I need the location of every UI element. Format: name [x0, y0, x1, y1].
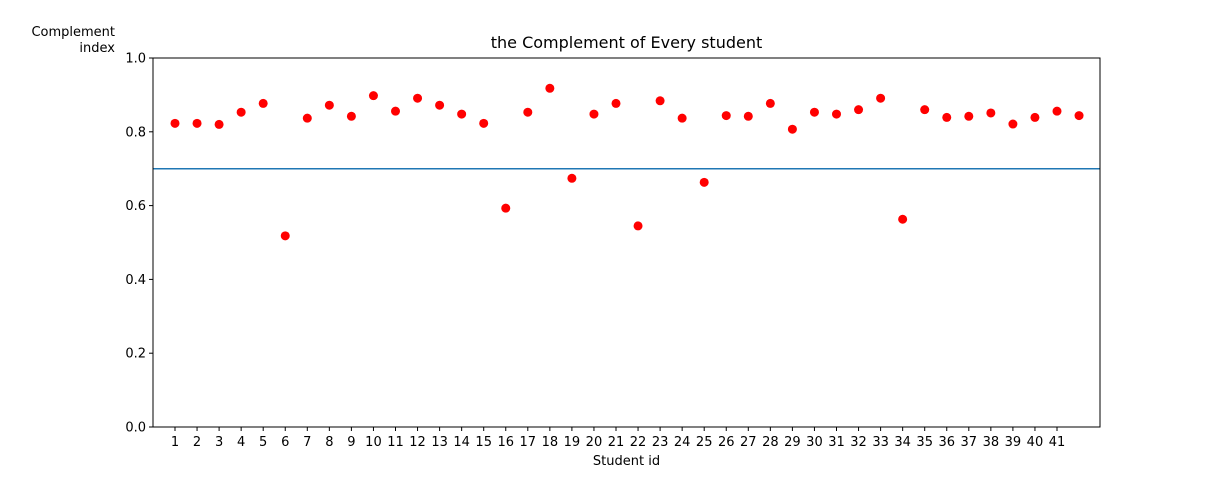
x-tick-label: 15	[475, 435, 492, 450]
x-tick-label: 21	[608, 435, 625, 450]
x-tick-label: 9	[347, 435, 355, 450]
data-point	[170, 118, 180, 128]
x-tick-label: 1	[171, 435, 179, 450]
x-tick-label: 5	[259, 435, 267, 450]
x-tick-label: 7	[303, 435, 311, 450]
data-point	[832, 109, 841, 119]
x-tick-label: 39	[1005, 435, 1022, 450]
x-axis-label: Student id	[592, 454, 661, 469]
data-point	[765, 98, 775, 108]
data-point	[655, 96, 665, 106]
data-point	[677, 113, 687, 123]
data-point	[523, 107, 533, 117]
x-tick-label: 33	[872, 435, 889, 450]
data-point	[633, 221, 643, 231]
data-point	[611, 98, 621, 108]
data-point	[1030, 112, 1040, 122]
x-tick-label: 2	[193, 435, 201, 450]
x-tick-label: 34	[894, 435, 911, 450]
x-tick-label: 32	[850, 435, 867, 450]
x-tick-label: 40	[1027, 435, 1044, 450]
data-point	[324, 100, 334, 110]
data-point	[435, 100, 445, 110]
data-point	[1052, 106, 1062, 116]
data-point	[280, 231, 290, 241]
data-point	[876, 93, 886, 103]
data-point	[236, 107, 246, 117]
x-tick-label: 26	[718, 435, 735, 450]
data-point	[809, 107, 819, 117]
data-point	[258, 98, 268, 108]
data-point	[854, 105, 864, 115]
data-point	[192, 118, 202, 128]
x-tick-label: 29	[784, 435, 801, 450]
x-tick-label: 18	[542, 435, 559, 450]
y-tick-label: 0.0	[125, 421, 146, 436]
data-point	[699, 177, 709, 187]
data-point	[589, 109, 599, 119]
data-point	[302, 113, 312, 123]
x-tick-label: 27	[740, 435, 757, 450]
x-tick-label: 23	[652, 435, 669, 450]
y-axis-label-line2: index	[79, 41, 115, 56]
x-tick-label: 11	[387, 435, 404, 450]
x-tick-label: 25	[696, 435, 713, 450]
x-tick-label: 37	[961, 435, 978, 450]
data-point	[942, 112, 952, 122]
x-tick-label: 10	[365, 435, 382, 450]
x-tick-label: 8	[325, 435, 333, 450]
data-point	[368, 91, 378, 101]
data-point	[391, 106, 400, 116]
data-point	[545, 83, 555, 93]
data-point	[920, 105, 930, 115]
data-point	[567, 173, 577, 183]
y-tick-label: 0.6	[125, 199, 146, 214]
y-tick-label: 0.4	[125, 273, 146, 288]
data-point	[743, 111, 753, 121]
data-point	[214, 119, 224, 129]
data-points	[153, 83, 1100, 241]
x-tick-label: 35	[916, 435, 933, 450]
x-tick-label: 38	[983, 435, 1000, 450]
data-point	[1074, 111, 1084, 121]
y-tick-label: 0.8	[125, 125, 146, 140]
x-tick-label: 17	[520, 435, 537, 450]
data-point	[787, 124, 797, 134]
data-point	[346, 111, 356, 121]
chart-title: the Complement of Every student	[490, 33, 763, 52]
x-tick-label: 36	[938, 435, 955, 450]
x-tick-label: 14	[453, 435, 470, 450]
data-point	[501, 203, 511, 213]
plot-frame	[152, 57, 1101, 428]
y-tick-label: 1.0	[125, 52, 146, 67]
x-tick-label: 13	[431, 435, 448, 450]
x-tick-label: 28	[762, 435, 779, 450]
x-tick-label: 24	[674, 435, 691, 450]
data-point	[964, 111, 974, 121]
data-point	[986, 108, 996, 118]
x-tick-label: 31	[828, 435, 845, 450]
data-point	[1008, 119, 1018, 129]
x-tick-label: 30	[806, 435, 823, 450]
x-tick-label: 4	[237, 435, 245, 450]
x-tick-label: 41	[1049, 435, 1066, 450]
y-tick-label: 0.2	[125, 347, 146, 362]
data-point	[898, 214, 908, 224]
x-tick-label: 19	[564, 435, 581, 450]
x-tick-label: 16	[497, 435, 514, 450]
data-point	[721, 111, 731, 121]
axis-ticks: 0.00.20.40.60.81.01 2 3 4 5 6 7 8 9 10 11 12 13 14 15 1…	[125, 52, 1065, 451]
y-axis-label-line1: Complement	[31, 25, 115, 40]
x-tick-label: 12	[409, 435, 426, 450]
y-axis-label: Complement index	[0, 25, 115, 57]
x-tick-label: 6	[281, 435, 289, 450]
x-tick-label: 20	[586, 435, 603, 450]
x-tick-label: 3	[215, 435, 223, 450]
data-point	[457, 109, 467, 119]
data-point	[479, 118, 489, 128]
x-tick-label: 22	[630, 435, 647, 450]
data-point	[413, 93, 423, 103]
